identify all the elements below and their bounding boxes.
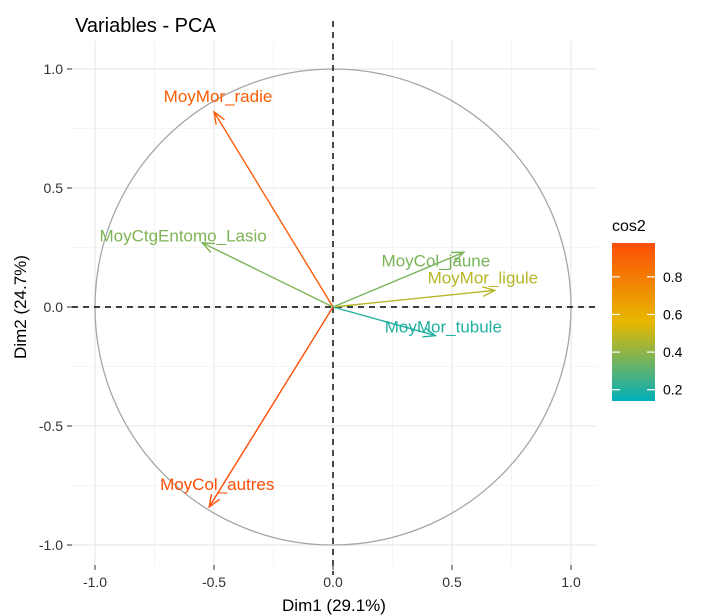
label-moycol-autres: MoyCol_autres xyxy=(160,475,274,494)
arrow-moycol-jaune xyxy=(332,251,465,308)
legend-tick-label: 0.2 xyxy=(663,382,683,398)
y-tick-label: -0.5 xyxy=(39,418,63,434)
arrow-moyctgentomo-lasio xyxy=(201,242,334,308)
arrowhead-moymor-tubule xyxy=(422,327,438,338)
label-moycol-jaune: MoyCol_jaune xyxy=(382,251,491,270)
legend-title: cos2 xyxy=(612,218,646,235)
arrows-layer xyxy=(200,110,497,509)
x-axis-title: Dim1 (29.1%) xyxy=(282,596,386,615)
variable-labels-layer: MoyMor_radie MoyCtgEntomo_Lasio MoyCol_jau… xyxy=(99,87,538,494)
y-ticks-layer: -1.0 -0.5 0.0 0.5 1.0 xyxy=(39,61,72,553)
x-tick-label: -0.5 xyxy=(202,574,226,590)
legend: cos2 0.8 0.6 0.4 0.2 xyxy=(612,218,683,401)
label-moyctgentomo-lasio: MoyCtgEntomo_Lasio xyxy=(99,227,266,246)
legend-tick-label: 0.6 xyxy=(663,306,683,322)
label-moymor-tubule: MoyMor_tubule xyxy=(385,318,502,337)
arrowhead-moycol-jaune xyxy=(450,251,466,262)
zero-lines-layer xyxy=(72,21,597,575)
arrowhead-moycol-autres xyxy=(208,493,221,509)
y-tick-label: 1.0 xyxy=(44,61,64,77)
arrow-moymor-tubule xyxy=(332,306,436,337)
y-tick-label: 0.0 xyxy=(44,299,64,315)
arrowhead-moymor-radie xyxy=(213,110,225,125)
arrow-moymor-ligule xyxy=(332,289,495,308)
x-tick-label: 1.0 xyxy=(561,574,581,590)
legend-ticks: 0.8 0.6 0.4 0.2 xyxy=(612,269,683,398)
legend-colorbar xyxy=(612,243,655,401)
label-moymor-radie: MoyMor_radie xyxy=(164,87,273,106)
arrowhead-moymor-ligule xyxy=(482,286,497,297)
y-axis-title: Dim2 (24.7%) xyxy=(11,255,30,359)
x-tick-label: -1.0 xyxy=(83,574,107,590)
x-tick-label: 0.0 xyxy=(323,574,343,590)
y-tick-label: 0.5 xyxy=(44,180,64,196)
legend-tick-label: 0.4 xyxy=(663,344,683,360)
label-moymor-ligule: MoyMor_ligule xyxy=(428,268,539,287)
arrow-moycol-autres xyxy=(208,306,334,508)
x-ticks-layer: -1.0 -0.5 0.0 0.5 1.0 xyxy=(83,565,581,590)
arrow-moymor-radie xyxy=(213,111,334,308)
legend-tick-label: 0.8 xyxy=(663,269,683,285)
chart-title: Variables - PCA xyxy=(75,15,216,37)
x-tick-label: 0.5 xyxy=(442,574,462,590)
grid-layer xyxy=(72,41,597,565)
arrowhead-moyctgentomo-lasio xyxy=(200,241,216,253)
y-tick-label: -1.0 xyxy=(39,537,63,553)
